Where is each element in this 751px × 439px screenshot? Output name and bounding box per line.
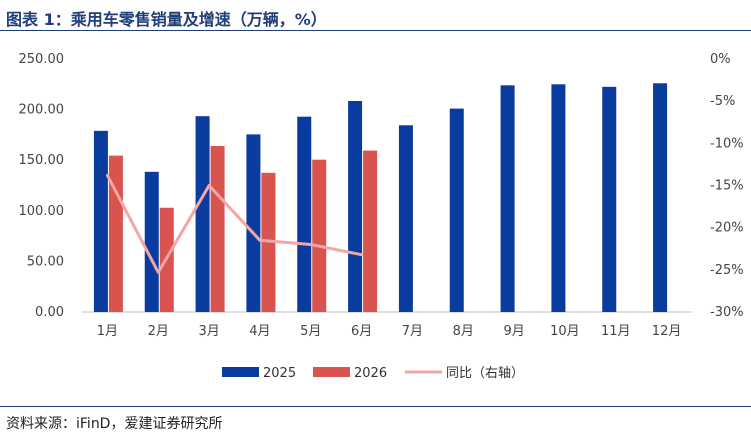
header-rule	[0, 30, 751, 31]
x-axis-tick-label: 6月	[351, 324, 372, 339]
right-axis-tick-label: -5%	[710, 94, 735, 109]
left-axis-tick-label: 250.00	[19, 52, 65, 67]
right-axis-tick-label: -15%	[710, 179, 744, 194]
bar-2025	[93, 130, 108, 312]
left-axis-tick-label: 200.00	[19, 103, 65, 118]
x-axis-tick-label: 1月	[97, 324, 118, 339]
right-axis-tick-label: 0%	[710, 52, 731, 67]
bar-2026	[108, 155, 123, 312]
x-axis-tick-label: 5月	[300, 324, 321, 339]
legend-label-2026: 2026	[354, 366, 387, 381]
bar-2025	[195, 116, 210, 312]
source-note: 资料来源：iFinD，爱建证券研究所	[6, 416, 223, 432]
bar-2025	[144, 171, 159, 312]
x-axis-tick-label: 7月	[402, 324, 423, 339]
bar-2026	[312, 159, 327, 312]
left-axis-tick-label: 50.00	[27, 254, 64, 269]
bar-2026	[210, 146, 225, 312]
footer-rule	[0, 406, 751, 407]
x-axis-tick-label: 9月	[503, 324, 524, 339]
yoy-line	[105, 173, 364, 274]
legend-swatch-2025	[222, 367, 259, 377]
bar-2025	[602, 86, 617, 312]
bar-2025	[246, 134, 261, 312]
x-axis-tick-label: 12月	[652, 324, 682, 339]
x-axis-tick-label: 2月	[148, 324, 169, 339]
right-axis-tick-label: -25%	[710, 263, 744, 278]
legend-label-yoy: 同比（右轴）	[446, 366, 524, 381]
bar-2025	[297, 116, 312, 313]
bar-2025	[551, 84, 566, 312]
right-axis-tick-label: -10%	[710, 136, 744, 151]
bar-2025	[500, 85, 515, 312]
right-axis-tick-label: -30%	[710, 305, 744, 320]
x-axis-tick-label: 10月	[550, 324, 580, 339]
bar-2025	[653, 83, 668, 313]
bar-2025	[449, 108, 464, 312]
x-axis-tick-label: 11月	[601, 324, 631, 339]
bar-2025	[348, 100, 363, 312]
right-axis-tick-label: -20%	[710, 221, 744, 236]
x-axis-tick-label: 3月	[198, 324, 219, 339]
bar-2026	[363, 150, 378, 312]
left-axis-tick-label: 100.00	[19, 204, 65, 219]
x-axis-tick-label: 8月	[453, 324, 474, 339]
x-axis-tick-label: 4月	[249, 324, 270, 339]
left-axis-tick-label: 150.00	[19, 153, 65, 168]
bar-2025	[398, 125, 413, 312]
left-axis-tick-label: 0.00	[35, 305, 64, 320]
legend-label-2025: 2025	[263, 366, 296, 381]
legend-swatch-2026	[313, 367, 350, 377]
chart-area: 0.00 50.00 100.00 150.00 200.00 250.00 0% -5% -1…	[19, 52, 744, 381]
chart-title: 图表 1：乘用车零售销量及增速（万辆，%）	[6, 10, 327, 29]
